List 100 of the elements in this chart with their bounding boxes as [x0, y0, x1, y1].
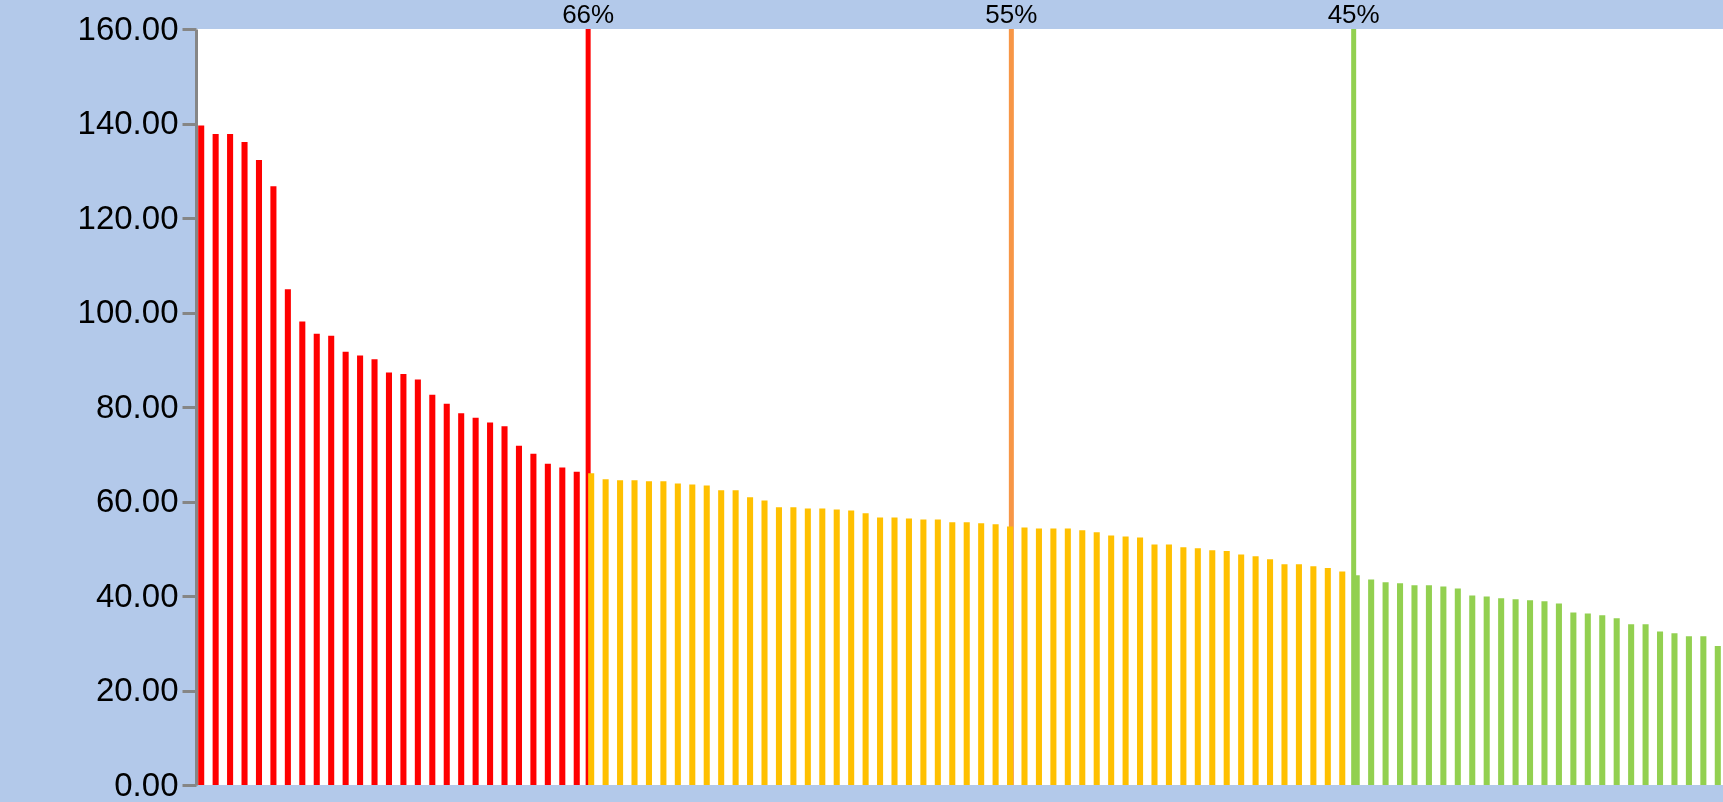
bar — [631, 480, 638, 785]
bar — [241, 141, 248, 785]
bar — [819, 508, 826, 785]
bar — [544, 463, 551, 785]
y-tick-label: 20.00 — [95, 671, 179, 708]
text: 55% — [985, 0, 1038, 29]
y-tick-label: 40.00 — [95, 576, 179, 614]
bar — [1223, 551, 1230, 785]
bar — [1411, 585, 1418, 785]
bar — [1512, 599, 1519, 785]
bar — [877, 517, 884, 785]
bar — [1108, 535, 1115, 785]
bar — [1194, 548, 1201, 785]
y-tick-label: 160.00 — [77, 9, 179, 47]
bar — [1628, 624, 1635, 785]
bar — [328, 335, 335, 785]
bar — [501, 426, 508, 785]
bar — [559, 467, 566, 785]
bar — [1397, 583, 1404, 785]
bar — [1642, 624, 1649, 785]
bar — [299, 321, 306, 785]
bar — [357, 355, 364, 785]
bar — [371, 359, 378, 785]
bar — [342, 351, 349, 785]
bar — [227, 133, 234, 785]
text: 66% — [562, 0, 615, 29]
bar — [1527, 600, 1534, 785]
bar — [255, 159, 263, 785]
bar — [804, 508, 811, 785]
bar — [284, 289, 291, 785]
bar — [1151, 544, 1158, 785]
bar — [1281, 564, 1288, 785]
bar — [487, 422, 494, 785]
bar — [1570, 612, 1577, 785]
bar — [198, 125, 205, 785]
bar — [458, 413, 465, 785]
y-tick-label: 140.00 — [77, 104, 179, 141]
bar — [313, 333, 320, 785]
bar — [1252, 556, 1259, 785]
bar — [978, 523, 985, 785]
bar — [1209, 550, 1216, 785]
bar — [848, 510, 855, 785]
bar — [270, 186, 277, 785]
bar — [674, 483, 681, 785]
bar — [1671, 633, 1678, 785]
y-tick-label: 120.00 — [77, 198, 179, 236]
bar — [530, 453, 537, 785]
bar — [1267, 559, 1274, 785]
bar — [573, 471, 580, 785]
bar — [645, 481, 652, 785]
bar — [1035, 528, 1042, 785]
bar — [1469, 595, 1476, 785]
bar — [1454, 588, 1461, 785]
bar — [1599, 615, 1606, 785]
bar — [1165, 544, 1172, 785]
bar — [747, 497, 754, 785]
bar — [1339, 571, 1346, 785]
bar — [1180, 547, 1187, 785]
bar — [1613, 618, 1620, 785]
y-tick-label: 80.00 — [95, 387, 179, 425]
bar — [1714, 646, 1721, 785]
bar — [429, 394, 436, 785]
bar — [1064, 528, 1071, 785]
y-tick-label: 100.00 — [77, 293, 179, 330]
bar — [1584, 613, 1591, 785]
bar — [934, 519, 941, 785]
bar — [515, 445, 522, 785]
bar — [905, 518, 912, 785]
y-tick-label: 0.00 — [114, 765, 179, 802]
text: 45% — [1327, 0, 1380, 29]
bar — [1656, 631, 1664, 785]
bar — [775, 507, 782, 785]
bar — [1425, 585, 1432, 785]
bar — [1541, 601, 1548, 785]
bar — [1050, 528, 1057, 785]
bar — [400, 373, 407, 785]
bar — [1685, 636, 1692, 785]
bar — [443, 403, 450, 785]
bar — [689, 484, 696, 785]
y-tick-label: 60.00 — [95, 482, 179, 519]
bar — [1324, 568, 1331, 785]
bar — [660, 481, 667, 785]
bar — [992, 524, 999, 785]
bar — [1238, 554, 1245, 785]
bar — [1122, 536, 1129, 785]
bar — [790, 507, 797, 785]
bar — [212, 133, 219, 785]
bar — [1021, 527, 1028, 785]
bar — [1700, 636, 1707, 785]
bar — [1440, 586, 1447, 785]
bar — [761, 500, 768, 785]
bar — [862, 513, 869, 785]
bar — [472, 417, 479, 785]
bar — [1310, 566, 1317, 785]
bar — [949, 522, 956, 785]
bar — [703, 485, 710, 785]
bar — [1498, 598, 1505, 785]
bar — [1368, 579, 1375, 785]
bar — [1079, 530, 1086, 785]
bar — [732, 490, 739, 785]
